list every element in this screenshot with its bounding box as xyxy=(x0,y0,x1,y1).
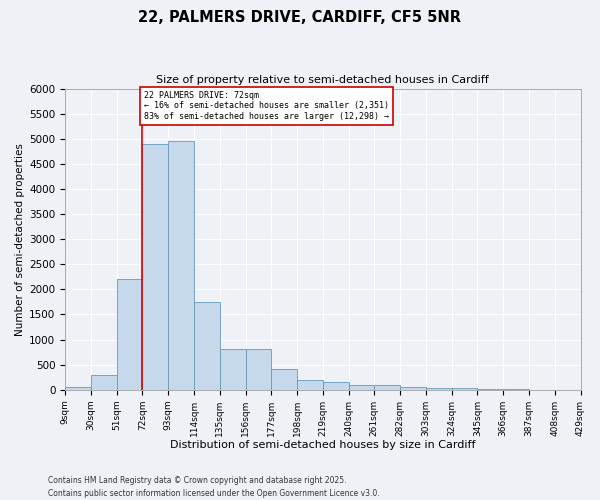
Text: Contains HM Land Registry data © Crown copyright and database right 2025.
Contai: Contains HM Land Registry data © Crown c… xyxy=(48,476,380,498)
Bar xyxy=(297,380,323,390)
Bar xyxy=(349,384,374,390)
Bar xyxy=(245,348,271,390)
Bar xyxy=(116,280,142,390)
Bar xyxy=(220,348,245,390)
Bar xyxy=(452,388,478,390)
Bar xyxy=(400,387,426,390)
Bar xyxy=(374,385,400,390)
Text: 22 PALMERS DRIVE: 72sqm
← 16% of semi-detached houses are smaller (2,351)
83% of: 22 PALMERS DRIVE: 72sqm ← 16% of semi-de… xyxy=(144,91,389,121)
Bar xyxy=(426,388,452,390)
Bar xyxy=(91,374,116,390)
Bar xyxy=(323,382,349,390)
Bar xyxy=(65,387,91,390)
X-axis label: Distribution of semi-detached houses by size in Cardiff: Distribution of semi-detached houses by … xyxy=(170,440,476,450)
Y-axis label: Number of semi-detached properties: Number of semi-detached properties xyxy=(15,142,25,336)
Title: Size of property relative to semi-detached houses in Cardiff: Size of property relative to semi-detach… xyxy=(157,75,489,85)
Text: 22, PALMERS DRIVE, CARDIFF, CF5 5NR: 22, PALMERS DRIVE, CARDIFF, CF5 5NR xyxy=(139,10,461,25)
Bar xyxy=(194,302,220,390)
Bar xyxy=(168,142,194,390)
Bar xyxy=(142,144,168,390)
Bar xyxy=(478,389,503,390)
Bar xyxy=(271,368,297,390)
